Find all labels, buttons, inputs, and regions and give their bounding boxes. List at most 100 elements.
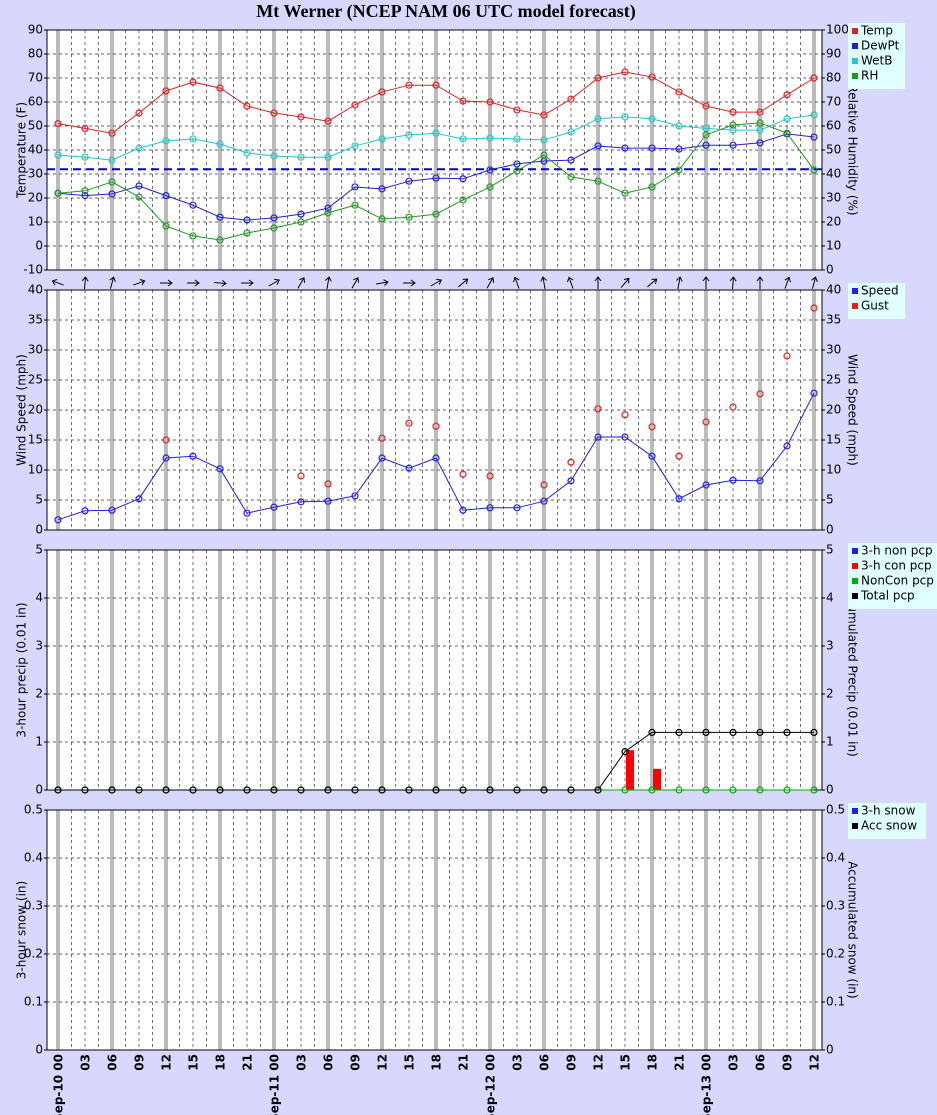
x-tick-label: 21 <box>241 1054 255 1071</box>
y2-tick-label: 0.4 <box>826 851 845 865</box>
y-tick-label: 0.4 <box>24 851 43 865</box>
data-point <box>675 452 683 460</box>
x-tick-label: Sep-13 00 <box>700 1054 714 1115</box>
data-point <box>486 472 494 480</box>
legend-swatch <box>852 73 858 79</box>
y-tick-label: 0.2 <box>24 947 43 961</box>
data-point <box>324 497 332 505</box>
y-tick-label: 1 <box>35 735 43 749</box>
data-point <box>540 111 548 119</box>
y2-tick-label: 20 <box>826 215 841 229</box>
legend-box <box>848 543 937 609</box>
data-point <box>756 728 764 737</box>
data-point <box>513 135 521 143</box>
data-point <box>810 166 818 174</box>
y2-tick-label: 5 <box>826 543 834 557</box>
y-tick-label: 0.1 <box>24 995 43 1009</box>
data-point <box>243 102 251 110</box>
data-point <box>594 786 602 794</box>
data-point <box>810 728 818 737</box>
wind-arrow <box>620 277 630 288</box>
data-point <box>729 728 737 737</box>
y-tick-label: 0.5 <box>24 803 43 817</box>
data-point <box>432 210 440 218</box>
data-point <box>702 418 710 426</box>
y2-tick-label: 15 <box>826 433 841 447</box>
data-point <box>729 121 737 129</box>
x-tick-label: 12 <box>376 1054 390 1071</box>
data-point <box>756 126 764 134</box>
data-point <box>378 786 386 794</box>
x-tick-label: 09 <box>781 1054 795 1071</box>
data-point <box>81 124 89 132</box>
y2-tick-label: 35 <box>826 313 841 327</box>
data-point <box>216 140 224 148</box>
data-point <box>729 108 737 116</box>
data-point <box>594 74 602 82</box>
wind-arrow <box>403 279 416 287</box>
data-point <box>756 786 764 794</box>
data-point <box>729 141 737 149</box>
data-point <box>729 126 737 134</box>
data-point <box>378 454 386 462</box>
data-point <box>405 786 413 794</box>
x-tick-label: 18 <box>646 1054 660 1071</box>
data-point <box>297 786 305 794</box>
data-point <box>567 156 575 164</box>
y-tick-label: 80 <box>28 47 43 61</box>
data-point <box>459 135 467 143</box>
x-tick-label: 03 <box>727 1054 741 1071</box>
data-point <box>162 436 170 444</box>
legend-label: RH <box>861 69 878 83</box>
data-point <box>702 786 710 794</box>
data-point <box>648 423 656 431</box>
wind-arrow-group <box>376 279 389 286</box>
y-tick-label: 40 <box>28 143 43 157</box>
y-tick-label: 10 <box>28 215 43 229</box>
y-tick-label: 20 <box>28 191 43 205</box>
y2-tick-label: 0.2 <box>826 947 845 961</box>
data-point <box>432 786 440 794</box>
data-point <box>270 109 278 117</box>
wind-arrow-group <box>513 276 520 289</box>
data-point <box>432 422 440 430</box>
y2-tick-label: 50 <box>826 143 841 157</box>
y-tick-label: 70 <box>28 71 43 85</box>
wind-arrow-group <box>109 276 116 289</box>
x-tick-label: 21 <box>673 1054 687 1071</box>
data-point <box>621 189 629 197</box>
data-point <box>324 209 332 217</box>
x-tick-label: 15 <box>619 1054 633 1071</box>
data-point <box>162 192 170 200</box>
data-point <box>135 182 143 190</box>
data-point <box>648 144 656 152</box>
data-point <box>297 472 305 480</box>
data-point <box>162 222 170 230</box>
data-point <box>324 204 332 212</box>
data-point <box>351 183 359 191</box>
data-point <box>108 156 116 164</box>
data-point <box>756 390 764 398</box>
wind-arrow <box>676 276 683 289</box>
data-point <box>594 405 602 413</box>
data-point <box>756 139 764 147</box>
x-tick-label: 03 <box>511 1054 525 1071</box>
wind-arrow <box>376 279 389 286</box>
data-point <box>405 464 413 472</box>
wind-arrow <box>325 276 332 289</box>
data-point <box>783 786 791 794</box>
wind-arrow-group <box>81 276 89 290</box>
data-point <box>675 88 683 96</box>
data-point <box>54 119 62 128</box>
y-tick-label: 2 <box>35 687 43 701</box>
data-point <box>243 149 251 157</box>
y-tick-label: 3 <box>35 639 43 653</box>
data-point <box>297 113 305 121</box>
x-tick-label: 12 <box>592 1054 606 1071</box>
y-tick-label: 25 <box>28 373 43 387</box>
wind-arrow-group <box>647 278 658 288</box>
wind-arrow-group <box>187 279 200 287</box>
data-point <box>54 516 62 524</box>
legend-swatch <box>852 548 858 554</box>
y-axis-label: Temperature (F) <box>15 102 29 199</box>
